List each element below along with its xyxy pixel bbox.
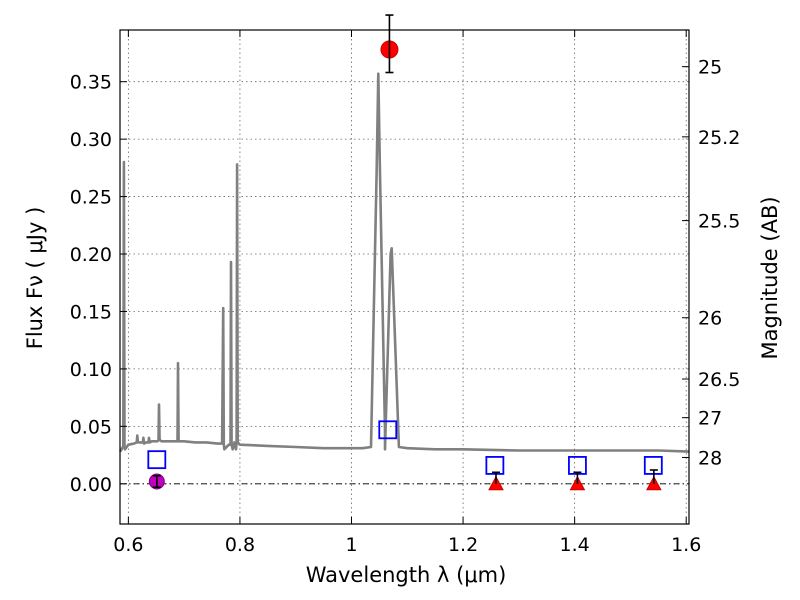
- x-axis-label: Wavelength λ (μm): [306, 563, 507, 587]
- plot-frame: [119, 29, 690, 525]
- y-tick-label: 0.35: [70, 72, 112, 94]
- model-photometry-square: [568, 456, 587, 475]
- x-tick-label: 1: [345, 534, 357, 556]
- x-tick-label: 0.8: [225, 534, 255, 556]
- mag-tick-label: 26.5: [698, 369, 740, 391]
- data-marks-layer: [147, 14, 663, 491]
- y-tick-label: 0.05: [70, 416, 112, 438]
- x-tick-label: 0.6: [113, 534, 143, 556]
- tick-labels-layer: 0.6 0.8 1 1.2 1.4 1.6 0.00 0.05 0.10 0.15 0.20 0.25…: [70, 57, 741, 556]
- y-tick-label: 0.30: [70, 129, 112, 151]
- x-tick-label: 1.6: [671, 534, 701, 556]
- mag-tick-label: 25.2: [698, 127, 740, 149]
- mag-tick-label: 25: [698, 57, 722, 79]
- y-tick-label: 0.15: [70, 301, 112, 323]
- x-tick-label: 1.2: [448, 534, 478, 556]
- mag-tick-label: 27: [698, 408, 722, 430]
- y-tick-label: 0.10: [70, 359, 112, 381]
- y-axis-label: Flux Fν ( μJy ): [23, 207, 47, 350]
- x-tick-label: 1.4: [560, 534, 590, 556]
- model-photometry-square: [485, 456, 505, 475]
- y-tick-label: 0.25: [70, 187, 112, 209]
- model-photometry-square: [147, 450, 167, 470]
- mag-tick-label: 25.5: [698, 211, 740, 233]
- y-tick-label: 0.00: [70, 474, 112, 496]
- ticks-layer: [120, 30, 689, 524]
- model-photometry-square: [378, 420, 398, 440]
- mag-tick-label: 28: [698, 447, 722, 469]
- y2-axis-label: Magnitude (AB): [758, 196, 782, 359]
- y-tick-label: 0.20: [70, 244, 112, 266]
- model-spectrum-line: [118, 72, 690, 453]
- model-spectrum-layer: [118, 72, 690, 453]
- mag-tick-label: 26: [698, 308, 722, 330]
